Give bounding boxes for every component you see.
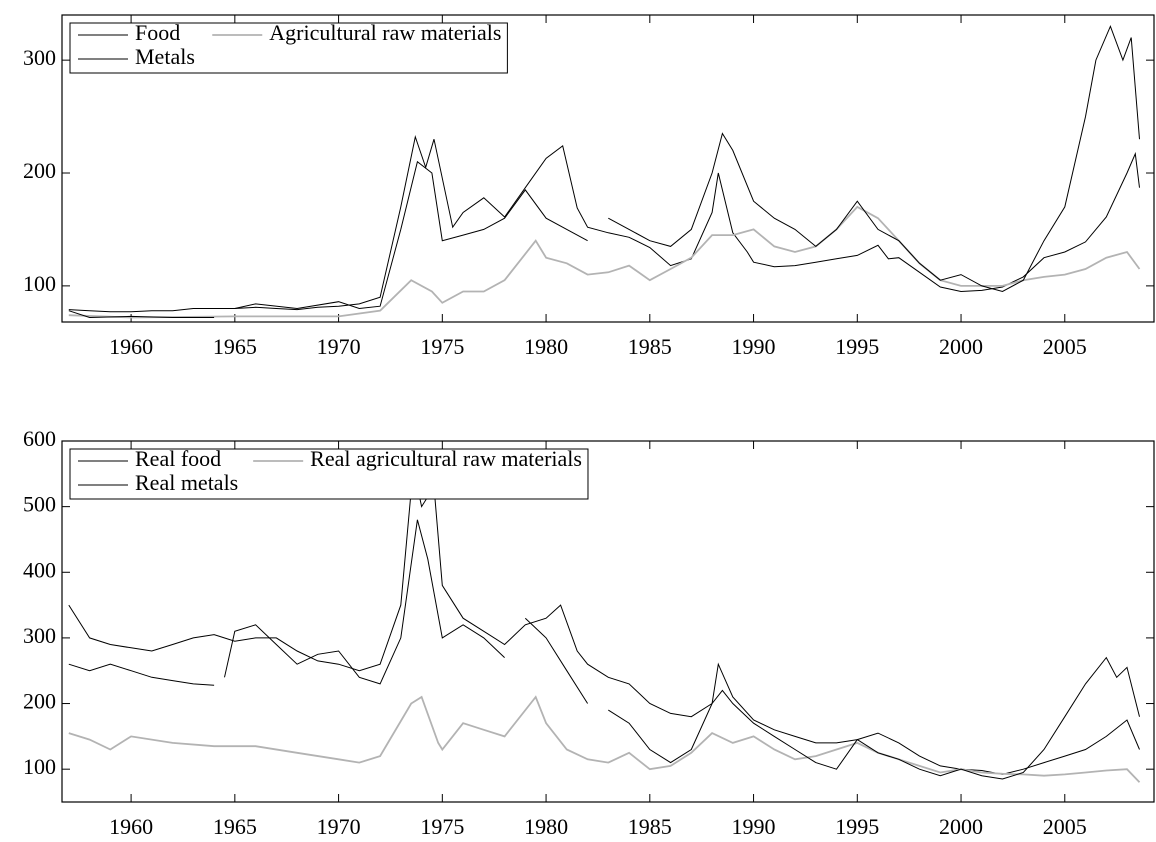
plot-frame xyxy=(61,440,1155,803)
x-tick-label: 2005 xyxy=(1043,334,1087,359)
series-line xyxy=(68,135,1140,313)
x-tick-label: 1975 xyxy=(420,814,464,837)
legend-label: Agricultural raw materials xyxy=(269,20,501,45)
y-tick-label: 200 xyxy=(23,689,56,714)
x-tick-label: 1975 xyxy=(420,334,464,359)
x-tick-label: 2000 xyxy=(939,814,983,837)
panel: 100 200 300 400 500 600 1960 1965 1970 1975 1980 19… xyxy=(23,426,1155,839)
y-tick-label: 500 xyxy=(23,492,56,517)
x-tick-label: 1970 xyxy=(317,334,361,359)
x-tick-label: 1960 xyxy=(109,334,153,359)
x-tick-label: 1965 xyxy=(213,334,257,359)
x-tick-label: 1995 xyxy=(835,334,879,359)
x-tick-label: 1985 xyxy=(628,814,672,837)
y-tick-label: 400 xyxy=(23,557,56,582)
y-tick-label: 600 xyxy=(23,426,56,451)
x-tick-label: 2000 xyxy=(939,334,983,359)
series-line xyxy=(68,467,1140,775)
y-tick-label: 300 xyxy=(23,45,56,70)
legend-label: Real metals xyxy=(135,470,238,495)
x-tick-label: 1990 xyxy=(732,334,776,359)
x-tick-label: 1980 xyxy=(524,814,568,837)
y-tick-label: 100 xyxy=(23,271,56,296)
x-tick-label: 1990 xyxy=(732,814,776,837)
series-line xyxy=(68,695,1141,783)
y-tick-label: 100 xyxy=(23,754,56,779)
x-tick-label: 1960 xyxy=(109,814,153,837)
series-line xyxy=(68,205,1141,319)
legend-label: Real agricultural raw materials xyxy=(310,446,582,471)
panel: 100 200 300 1960 1965 1970 1975 1980 1985 1990 199… xyxy=(23,14,1155,359)
legend-label: Metals xyxy=(135,44,195,69)
x-tick-label: 1970 xyxy=(317,814,361,837)
series-line xyxy=(68,24,1140,319)
legend-frame xyxy=(69,448,589,500)
x-tick-label: 1980 xyxy=(524,334,568,359)
series-line xyxy=(68,519,1140,780)
legend-label: Real food xyxy=(135,446,221,471)
x-tick-label: 2005 xyxy=(1043,814,1087,837)
x-tick-label: 1965 xyxy=(213,814,257,837)
legend-frame xyxy=(69,22,508,74)
legend-label: Food xyxy=(135,20,180,45)
y-tick-label: 300 xyxy=(23,623,56,648)
y-tick-label: 200 xyxy=(23,158,56,183)
x-tick-label: 1995 xyxy=(835,814,879,837)
plot-frame xyxy=(61,14,1155,323)
x-tick-label: 1985 xyxy=(628,334,672,359)
